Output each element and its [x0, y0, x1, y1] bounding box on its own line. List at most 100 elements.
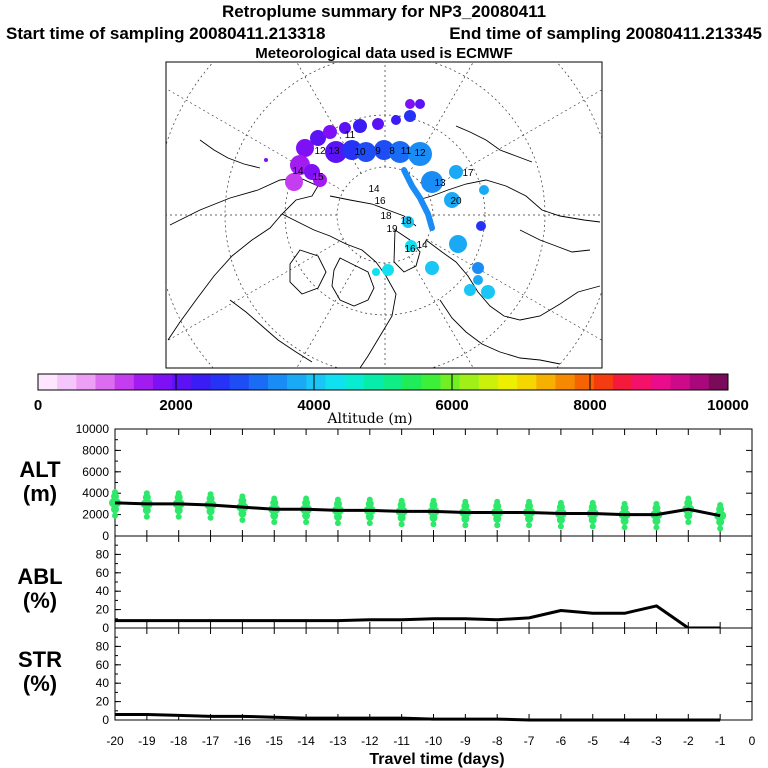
alt-scatter-point — [365, 512, 374, 521]
colorbar-tick-label: 0 — [34, 397, 42, 414]
time-series-panels: 0 2000 4000 6000 8000 10000 0 20 40 60 80 0 20 40 60 80… — [76, 422, 756, 748]
alt-scatter-point — [239, 493, 246, 500]
alt-scatter-point — [494, 498, 501, 505]
alt-scatter-point — [461, 514, 470, 523]
alt-scatter-point — [143, 513, 150, 520]
map-day-label: 12 — [314, 146, 326, 157]
alt-scatter-point — [716, 518, 725, 527]
alt-scatter-point — [207, 491, 214, 498]
colorbar-swatch — [210, 374, 230, 390]
colorbar-swatch — [229, 374, 250, 390]
map-coastline — [455, 125, 533, 163]
colorbar-swatch — [651, 374, 671, 390]
colorbar-swatch — [632, 374, 652, 390]
colorbar-swatch — [57, 374, 77, 390]
x-tick-label: -12 — [361, 734, 379, 748]
colorbar-swatch — [95, 374, 115, 390]
alt-scatter-point — [717, 525, 724, 532]
alt-scatter-point — [143, 490, 150, 497]
alt-scatter-point — [653, 500, 660, 507]
y-tick-label: 4000 — [82, 486, 109, 500]
alt-scatter-point — [334, 520, 341, 527]
colorbar-swatch — [268, 374, 288, 390]
map-day-label: 16 — [374, 196, 386, 207]
plume-marker — [339, 122, 351, 134]
plume-marker — [313, 173, 327, 187]
panel-str: 0 20 40 60 80 — [96, 627, 753, 727]
colorbar-swatch — [153, 374, 173, 390]
x-tick-label: -13 — [329, 734, 347, 748]
alt-scatter-point — [334, 496, 341, 503]
plume-marker — [425, 261, 439, 275]
alt-ylabel: ALT — [19, 457, 61, 482]
alt-ylabel-unit: (m) — [23, 481, 57, 506]
colorbar-swatch — [689, 374, 710, 390]
plume-marker — [444, 192, 460, 208]
alt-scatter-point — [652, 517, 661, 526]
plume-marker — [285, 173, 303, 191]
colorbar-swatch — [708, 374, 729, 390]
alt-scatter-point — [112, 489, 118, 496]
plume-marker — [476, 221, 486, 231]
alt-scatter-point — [493, 502, 502, 511]
map-day-label: 14 — [416, 240, 428, 251]
alt-scatter-point — [685, 495, 692, 502]
alt-scatter-point — [493, 514, 502, 523]
alt-scatter-point — [366, 496, 373, 503]
colorbar-swatch — [172, 374, 192, 390]
map-day-label: 11 — [345, 130, 356, 141]
alt-scatter-point — [270, 511, 279, 520]
abl-ylabel: ABL — [17, 564, 62, 589]
map-day-label: 8 — [389, 146, 395, 157]
alt-scatter-point — [430, 497, 437, 504]
plume-centroid-track — [401, 167, 435, 231]
panel-frame — [114, 535, 753, 629]
map-day-label: 19 — [386, 224, 398, 235]
alt-scatter-point — [398, 497, 405, 504]
str-ylabel-unit: (%) — [23, 671, 57, 696]
alt-scatter-point — [206, 507, 215, 516]
y-tick-label: 80 — [96, 547, 110, 561]
alt-scatter-point — [302, 498, 311, 507]
plume-marker — [372, 268, 380, 276]
alt-scatter-point — [526, 522, 533, 529]
alt-scatter-point — [525, 502, 534, 511]
colorbar-tick-label: 10000 — [707, 397, 749, 414]
alt-scatter-point — [174, 493, 183, 502]
alt-scatter-point — [174, 506, 183, 515]
alt-scatter-point — [365, 499, 374, 508]
alt-scatter-point — [398, 521, 405, 528]
plume-marker — [405, 99, 415, 109]
alt-scatter-point — [207, 514, 214, 521]
colorbar-swatch — [363, 374, 384, 390]
plume-marker — [464, 284, 476, 296]
panel-abl: 0 20 40 60 80 — [96, 535, 753, 635]
alt-scatter-point — [397, 500, 406, 509]
alt-scatter-point — [684, 498, 693, 507]
alt-scatter-point — [271, 495, 278, 502]
x-tick-label: -18 — [170, 734, 188, 748]
map-coastline — [439, 299, 561, 365]
colorbar-swatch — [613, 374, 633, 390]
alt-scatter-point — [333, 512, 342, 521]
panel-alt: 0 2000 4000 6000 8000 10000 — [76, 422, 753, 543]
alt-scatter-point — [716, 505, 725, 514]
met-data-label: Meteorological data used is ECMWF — [255, 45, 513, 62]
y-tick-label: 80 — [96, 639, 110, 653]
map-day-label: 14 — [368, 184, 380, 195]
plume-marker — [389, 141, 411, 163]
x-tick-label: -17 — [202, 734, 220, 748]
colorbar-swatch — [440, 374, 460, 390]
colorbar-swatch — [133, 374, 154, 390]
alt-scatter-point — [525, 514, 534, 523]
map-gridlines — [166, 62, 602, 368]
alt-scatter-point — [556, 503, 565, 512]
alt-scatter-point — [589, 523, 596, 530]
colorbar-tick-label: 4000 — [297, 397, 330, 414]
colorbar-swatch — [191, 374, 211, 390]
alt-scatter-point — [175, 490, 182, 497]
y-tick-label: 60 — [96, 566, 110, 580]
plume-marker — [374, 140, 394, 160]
plume-marker — [421, 171, 443, 193]
alt-scatter-point — [621, 524, 628, 531]
